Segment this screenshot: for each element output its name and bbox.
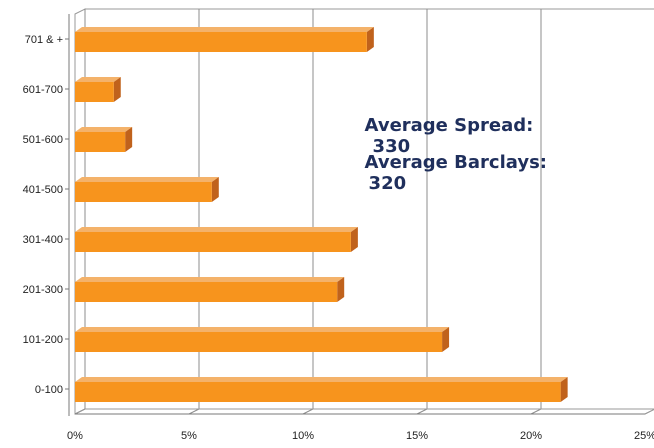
bar	[75, 227, 358, 252]
bar-end-face	[211, 177, 219, 202]
y-tick-label: 401-500	[23, 184, 63, 196]
bar-end-face	[337, 277, 345, 302]
x-tick-label: 25%	[634, 430, 654, 442]
bar-end-face	[366, 27, 374, 52]
floor-plane	[74, 408, 654, 415]
bar-top-face	[75, 377, 568, 382]
bar-top-face	[75, 27, 374, 32]
bar	[75, 77, 121, 102]
bar	[75, 277, 345, 302]
x-tick-label: 10%	[292, 430, 314, 442]
y-tick-label: 0-100	[35, 384, 63, 396]
bar-front-face	[75, 82, 114, 102]
bar-top-face	[75, 77, 121, 82]
bar-top-face	[75, 327, 450, 332]
bar	[75, 127, 133, 152]
y-tick-label: 501-600	[23, 134, 63, 146]
y-tick-label: 701 & +	[25, 34, 63, 46]
bar-end-face	[350, 227, 358, 252]
bar-top-face	[75, 177, 219, 182]
bar-top-face	[75, 227, 358, 232]
x-tick-label: 0%	[67, 430, 83, 442]
bar	[75, 377, 568, 402]
x-tick-label: 20%	[520, 430, 542, 442]
bar-end-face	[113, 77, 121, 102]
bar-front-face	[75, 232, 351, 252]
y-axis-labels: 0-100 101-200 201-300 301-400 401-500 501-600…	[23, 34, 69, 396]
bar-end-face	[442, 327, 450, 352]
annotation-label: Average Spread:	[364, 115, 534, 136]
bar	[75, 327, 450, 352]
annotation-label: Average Barclays:	[364, 152, 547, 173]
bar-front-face	[75, 132, 126, 152]
y-tick-label: 101-200	[23, 334, 63, 346]
gridline-depth	[302, 408, 314, 415]
annotation-average-spread: Average Spread: 330	[352, 94, 534, 157]
bar-front-face	[75, 182, 212, 202]
bar	[75, 27, 374, 52]
annotation-value: 320	[368, 173, 407, 194]
y-tick-label: 601-700	[23, 84, 63, 96]
y-tick-label: 301-400	[23, 234, 63, 246]
bar-top-face	[75, 277, 345, 282]
bar-front-face	[75, 282, 338, 302]
chart-walls	[74, 8, 654, 415]
bars	[75, 27, 568, 402]
x-tick-label: 5%	[181, 430, 197, 442]
side-wall	[74, 8, 86, 415]
x-axis-labels: 0% 5% 10% 15% 20% 25%	[67, 430, 654, 442]
annotation-value: 330	[372, 136, 411, 157]
bar-front-face	[75, 332, 443, 352]
gridline-depth	[416, 408, 428, 415]
bar	[75, 177, 219, 202]
y-tick-label: 201-300	[23, 284, 63, 296]
bar-end-face	[560, 377, 568, 402]
x-tick-label: 15%	[406, 430, 428, 442]
gridline-depth	[530, 408, 542, 415]
annotation-average-barclays: Average Barclays: 320	[352, 131, 547, 194]
gridline-depth	[188, 408, 200, 415]
bar-front-face	[75, 382, 561, 402]
bar-front-face	[75, 32, 367, 52]
bar-top-face	[75, 127, 133, 132]
chart-floor	[68, 14, 654, 416]
bar-end-face	[125, 127, 133, 152]
